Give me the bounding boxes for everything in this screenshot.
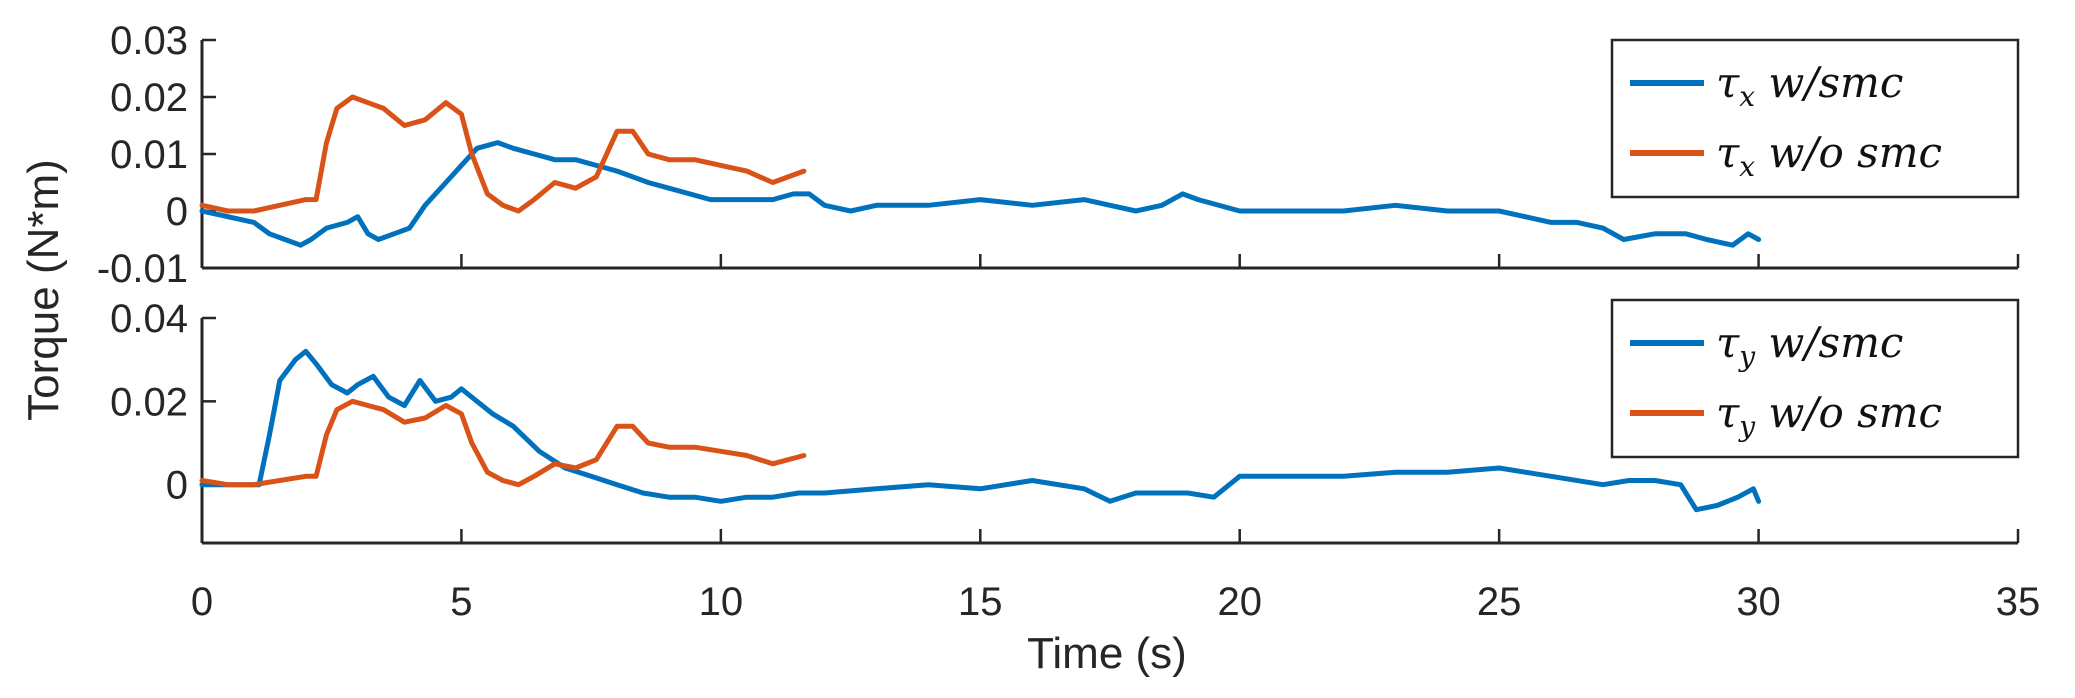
y-tick-label: 0 [166, 464, 188, 508]
x-tick-labels: 0 5 10 15 20 25 30 35 [191, 580, 2040, 624]
x-tick-label: 25 [1477, 580, 1522, 624]
legend-entry: τy w/o smc [1716, 388, 1942, 443]
panel-tau-y: 0 0.02 0.04 τy w/smc τy w/o smc [110, 297, 2020, 545]
y-tick-label: 0.04 [110, 297, 188, 341]
x-axis-label: Time (s) [1027, 629, 1187, 678]
series-line-smc [199, 140, 1762, 248]
legend-box [1610, 38, 2020, 199]
legend-entry: τx w/o smc [1716, 128, 1942, 183]
x-tick-label: 15 [958, 580, 1003, 624]
panel-tau-x: -0.01 0 0.01 0.02 0.03 τx w/smc τx w/o smc [97, 19, 2020, 291]
x-tick-label: 5 [450, 580, 472, 624]
series-line-nosmc [199, 398, 807, 488]
panels: -0.01 0 0.01 0.02 0.03 τx w/smc τx w/o smc 0 0.0… [97, 19, 2020, 545]
y-axis-label: Torque (N*m) [19, 159, 68, 421]
series-line-nosmc [199, 94, 807, 214]
y-tick-label: 0.02 [110, 76, 188, 120]
legend-entry: τx w/smc [1716, 58, 1903, 113]
y-tick-label: -0.01 [97, 247, 188, 291]
x-tick-label: 10 [699, 580, 744, 624]
legend: τy w/smc τy w/o smc [1610, 298, 2020, 459]
y-tick-label: 0.03 [110, 19, 188, 63]
legend-entry: τy w/smc [1716, 318, 1903, 373]
x-tick-label: 35 [1996, 580, 2041, 624]
legend: τx w/smc τx w/o smc [1610, 38, 2020, 199]
x-tick-label: 30 [1736, 580, 1781, 624]
series-line-smc [199, 348, 1762, 513]
y-tick-label: 0.01 [110, 133, 188, 177]
y-tick-label: 0 [166, 190, 188, 234]
x-tick-label: 0 [191, 580, 213, 624]
y-tick-label: 0.02 [110, 380, 188, 424]
legend-box [1610, 298, 2020, 459]
x-tick-label: 20 [1217, 580, 1262, 624]
